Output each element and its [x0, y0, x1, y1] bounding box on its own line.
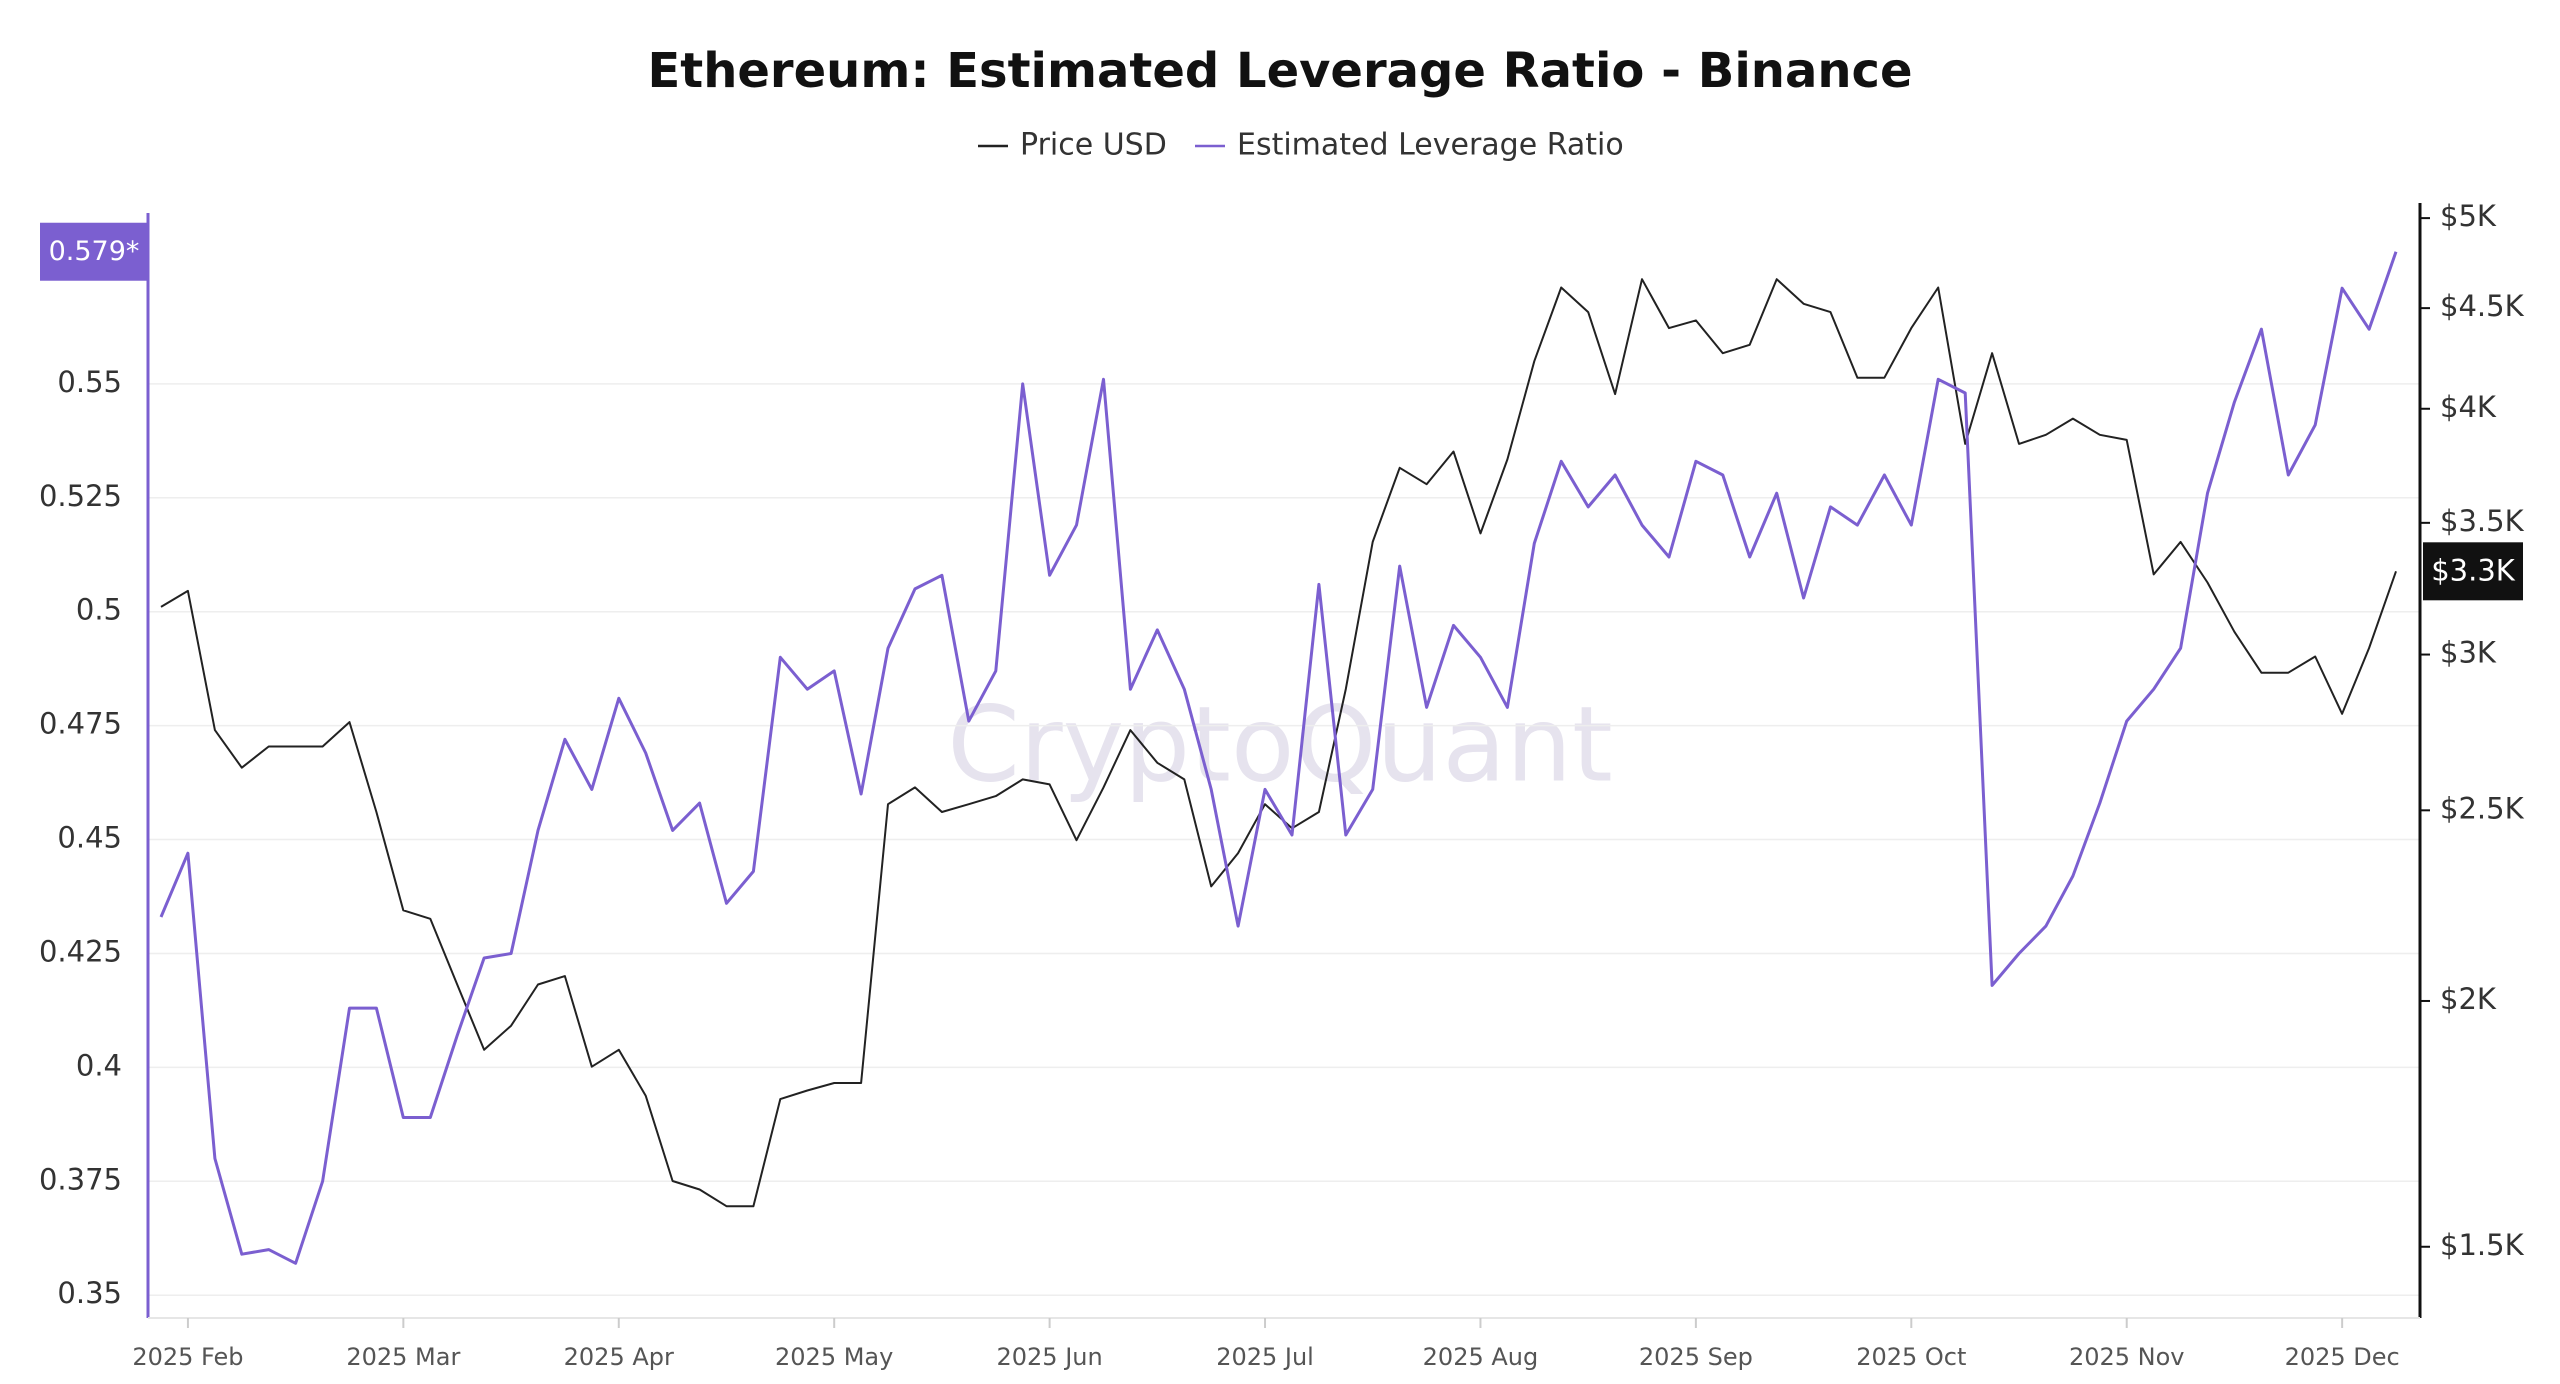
x-tick-label: 2025 May	[775, 1343, 893, 1371]
y2-tick-label: $3K	[2440, 636, 2497, 670]
watermark: CryptoQuant	[947, 683, 1613, 805]
y-tick-label: 0.375	[39, 1162, 122, 1196]
last-value-label: 0.579*	[49, 236, 140, 267]
y-tick-label: 0.525	[39, 479, 122, 513]
last-value-label: $3.3K	[2431, 553, 2516, 587]
y-tick-label: 0.5	[76, 593, 122, 627]
y-tick-label: 0.45	[57, 821, 122, 855]
legend-label: Price USD	[1020, 128, 1167, 163]
legend-label: Estimated Leverage Ratio	[1237, 128, 1624, 163]
x-tick-label: 2025 Dec	[2285, 1343, 2400, 1371]
series-line	[160, 278, 2397, 1208]
y2-tick-label: $2K	[2440, 982, 2497, 1016]
y-tick-label: 0.35	[57, 1276, 122, 1310]
y-tick-label: 0.55	[57, 365, 122, 399]
x-tick-label: 2025 Feb	[132, 1343, 243, 1371]
x-tick-label: 2025 Oct	[1856, 1343, 1966, 1371]
series-line	[159, 251, 2398, 1265]
y2-tick-label: $4K	[2440, 390, 2497, 424]
last-value-badge	[2423, 542, 2523, 601]
x-tick-label: 2025 Mar	[346, 1343, 460, 1371]
x-tick-label: 2025 Apr	[564, 1343, 674, 1371]
x-tick-label: 2025 Nov	[2069, 1343, 2185, 1371]
x-tick-label: 2025 Sep	[1639, 1343, 1753, 1371]
last-value-badge	[40, 222, 148, 281]
chart-title: Ethereum: Estimated Leverage Ratio - Bin…	[647, 43, 1912, 99]
y2-tick-label: $4.5K	[2440, 289, 2525, 323]
y-tick-label: 0.425	[39, 934, 122, 968]
y2-tick-label: $3.5K	[2440, 504, 2525, 538]
y-tick-label: 0.475	[39, 707, 122, 741]
x-tick-label: 2025 Jul	[1216, 1343, 1314, 1371]
y2-tick-label: $5K	[2440, 199, 2497, 233]
x-tick-label: 2025 Jun	[997, 1343, 1103, 1371]
y2-tick-label: $2.5K	[2440, 791, 2525, 825]
y-tick-label: 0.4	[76, 1048, 122, 1082]
y2-tick-label: $1.5K	[2440, 1228, 2525, 1262]
x-tick-label: 2025 Aug	[1423, 1343, 1539, 1371]
